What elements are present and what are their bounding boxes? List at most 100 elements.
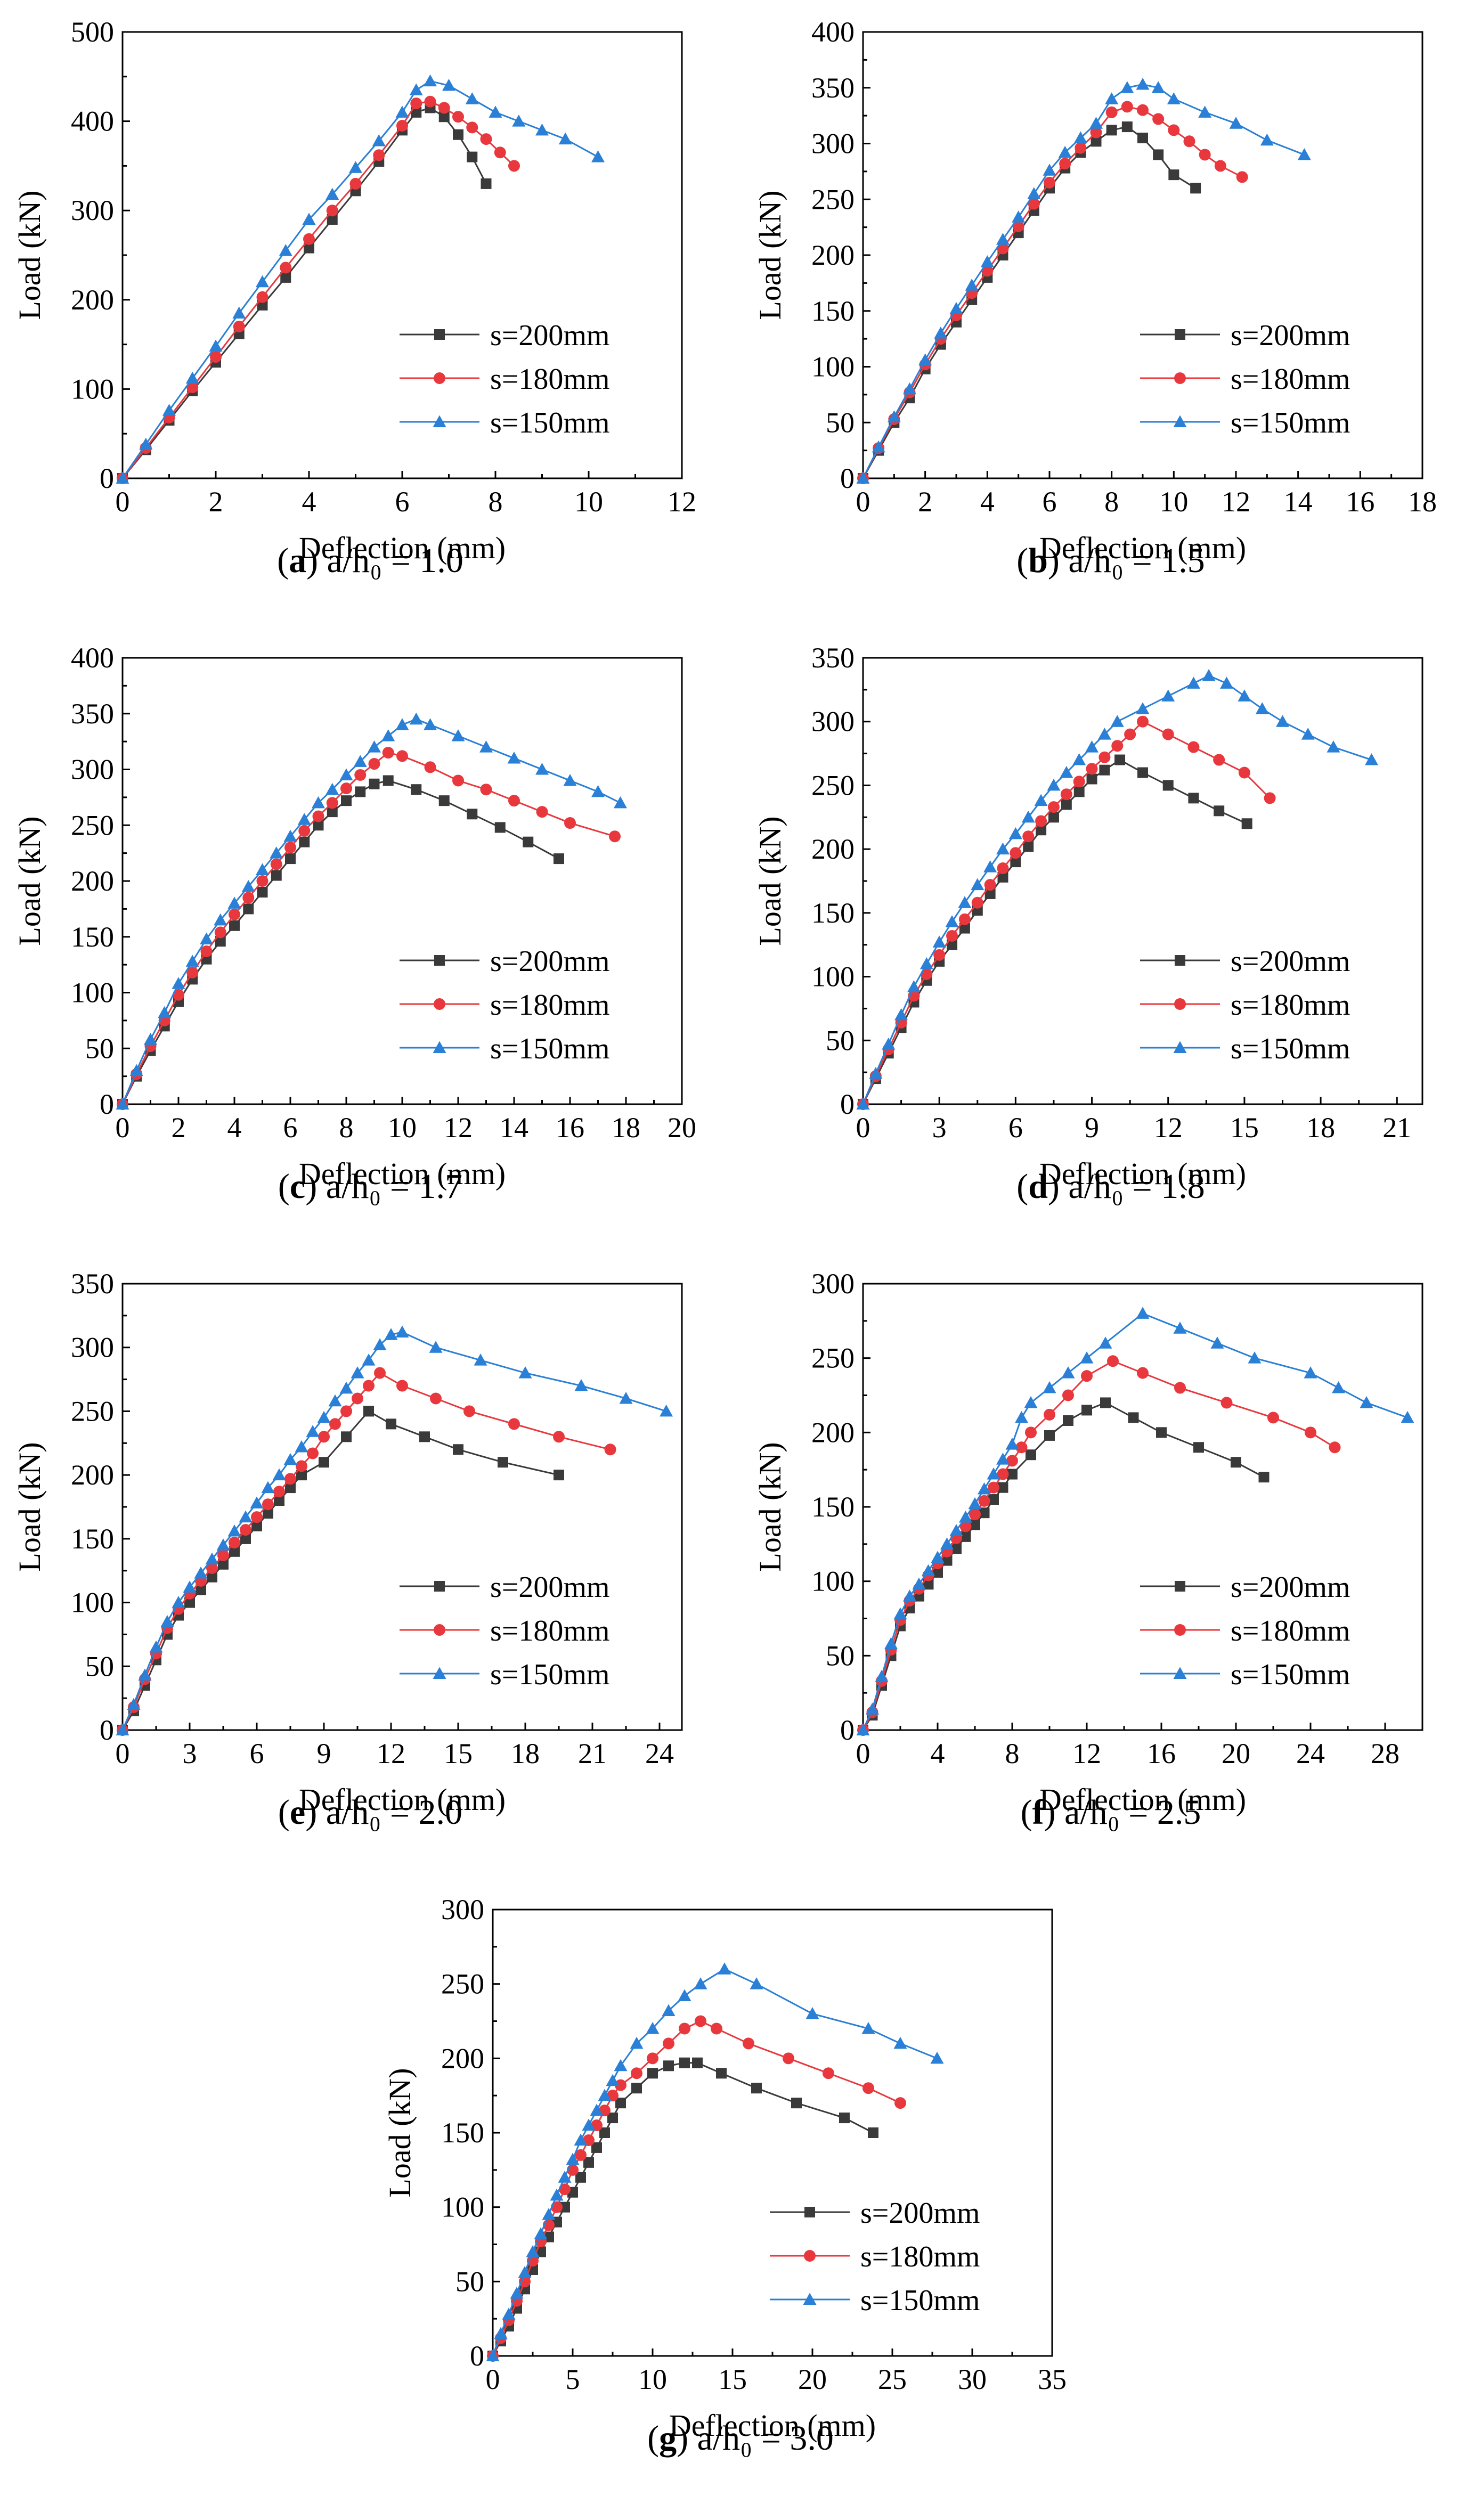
data-point xyxy=(630,2036,644,2049)
data-point xyxy=(979,1507,990,1519)
y-tick-label: 0 xyxy=(840,1714,855,1746)
data-point xyxy=(599,2127,610,2138)
data-point xyxy=(1085,740,1099,753)
data-point xyxy=(921,968,933,980)
data-point xyxy=(718,1962,731,1975)
data-point xyxy=(319,1457,329,1468)
data-point xyxy=(467,151,478,162)
data-point xyxy=(893,2036,907,2049)
data-point xyxy=(875,1669,889,1682)
data-point xyxy=(1301,728,1315,740)
data-point xyxy=(243,903,254,915)
data-point xyxy=(409,712,423,725)
data-point xyxy=(1075,142,1087,154)
data-point xyxy=(172,1596,185,1608)
data-point xyxy=(409,83,423,95)
data-point xyxy=(508,795,520,807)
data-point xyxy=(1360,1396,1373,1408)
legend-marker xyxy=(434,998,445,1010)
data-point xyxy=(318,1431,330,1443)
data-point xyxy=(251,1520,262,1531)
data-point xyxy=(988,1481,999,1494)
data-point xyxy=(1304,1366,1317,1379)
data-point xyxy=(1161,689,1175,702)
x-tick-label: 0 xyxy=(116,486,130,518)
legend-marker xyxy=(804,2207,815,2217)
data-point xyxy=(508,1418,520,1430)
data-point xyxy=(272,1468,286,1481)
data-point xyxy=(558,2171,572,2183)
data-point xyxy=(1072,753,1086,765)
data-point xyxy=(1073,131,1087,144)
legend-label: s=150mm xyxy=(1231,406,1350,439)
data-point xyxy=(1136,702,1150,714)
data-point xyxy=(363,1406,374,1417)
data-point xyxy=(647,2052,658,2065)
data-point xyxy=(1027,187,1041,199)
data-point xyxy=(1202,669,1216,681)
data-point xyxy=(647,2068,658,2079)
data-point xyxy=(660,1404,673,1417)
panel-caption: (a) a/h₀ = 1.0 xyxy=(277,541,463,580)
data-point xyxy=(312,810,324,822)
data-point xyxy=(466,121,478,134)
data-point xyxy=(558,132,572,145)
data-point xyxy=(983,860,997,872)
x-tick-label: 25 xyxy=(878,2363,907,2395)
data-point xyxy=(1086,763,1098,775)
data-point xyxy=(463,1405,475,1417)
series-line xyxy=(492,1968,938,2356)
data-point xyxy=(869,1067,883,1079)
data-point xyxy=(518,2266,532,2278)
series-line xyxy=(862,674,1372,1105)
series-s=150mm xyxy=(116,712,627,1110)
data-point xyxy=(1229,117,1243,129)
data-point xyxy=(951,1543,962,1554)
data-point xyxy=(1105,92,1119,104)
x-tick-label: 0 xyxy=(486,2363,500,2395)
data-point xyxy=(1297,148,1311,160)
data-point xyxy=(1332,1381,1345,1393)
legend-marker xyxy=(1173,1041,1187,1053)
data-point xyxy=(411,784,422,795)
y-tick-label: 500 xyxy=(71,16,114,48)
data-point xyxy=(430,1392,442,1405)
data-point xyxy=(868,2127,878,2138)
data-point xyxy=(162,404,176,416)
data-point xyxy=(903,382,916,395)
series-s=150mm xyxy=(856,1307,1414,1735)
y-tick-label: 100 xyxy=(441,2191,484,2223)
data-point xyxy=(959,1520,972,1532)
y-tick-label: 300 xyxy=(71,194,114,226)
data-point xyxy=(498,1457,508,1468)
data-point xyxy=(1081,1370,1093,1382)
legend-entry: s=180mm xyxy=(400,363,610,396)
data-point xyxy=(965,279,979,291)
y-axis-label: Load (kN) xyxy=(753,816,787,945)
y-tick-label: 0 xyxy=(470,2340,484,2372)
data-point xyxy=(646,2021,660,2034)
x-tick-label: 21 xyxy=(1382,1112,1411,1144)
x-tick-label: 16 xyxy=(556,1112,584,1144)
data-point xyxy=(1047,801,1060,813)
data-point xyxy=(1010,847,1022,859)
data-point xyxy=(984,888,996,899)
data-point xyxy=(750,1977,763,1989)
series-line xyxy=(121,107,487,479)
y-tick-label: 350 xyxy=(811,72,855,104)
data-point xyxy=(604,1444,616,1456)
x-tick-label: 8 xyxy=(1005,1738,1020,1769)
data-point xyxy=(932,935,946,948)
x-tick-label: 0 xyxy=(116,1738,130,1769)
data-point xyxy=(1238,766,1250,779)
data-point xyxy=(1005,1438,1019,1450)
legend-marker xyxy=(1174,1624,1186,1636)
x-tick-label: 20 xyxy=(798,2363,827,2395)
data-point xyxy=(997,871,1008,883)
y-tick-label: 350 xyxy=(71,1268,114,1300)
data-point xyxy=(186,966,199,978)
y-tick-label: 50 xyxy=(826,1640,855,1671)
data-point xyxy=(280,262,292,274)
data-point xyxy=(1100,1397,1111,1408)
legend-marker xyxy=(434,1624,445,1636)
